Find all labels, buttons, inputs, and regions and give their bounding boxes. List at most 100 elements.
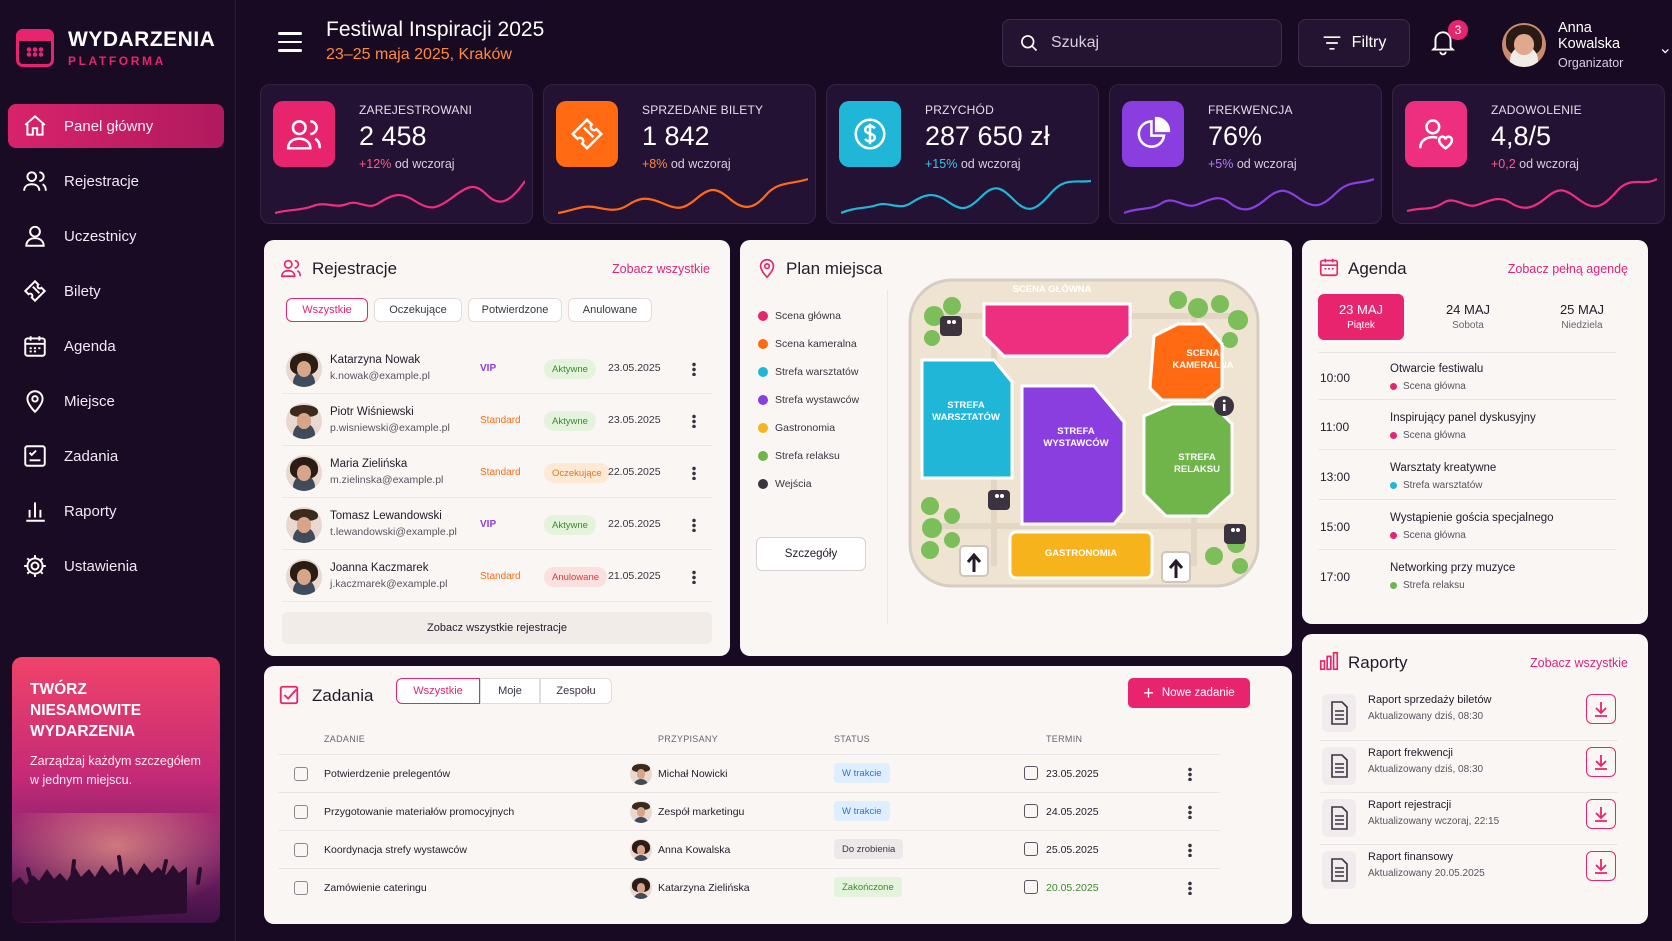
stat-card-attendance[interactable]: FREKWENCJA 76% +5% od wczoraj <box>1109 84 1382 224</box>
table-row[interactable]: Katarzyna Nowak k.nowak@example.pl VIP A… <box>282 344 712 394</box>
tab-pending[interactable]: Oczekujące <box>374 298 462 322</box>
nav-item-tickets[interactable]: Bilety <box>8 269 224 313</box>
filters-button[interactable]: Filtry <box>1298 19 1410 67</box>
download-icon[interactable] <box>1586 799 1616 829</box>
table-row[interactable]: Tomasz Lewandowski t.lewandowski@example… <box>282 500 712 550</box>
more-options-icon[interactable] <box>1188 843 1192 857</box>
avatar <box>630 839 652 861</box>
download-icon[interactable] <box>1586 747 1616 777</box>
agenda-time: 17:00 <box>1320 570 1351 584</box>
report-item[interactable]: Raport finansowy Aktualizowany 20.05.202… <box>1320 844 1618 894</box>
nav-item-agenda[interactable]: Agenda <box>8 324 224 368</box>
report-item[interactable]: Raport sprzedaży biletów Aktualizowany d… <box>1320 688 1618 738</box>
more-options-icon[interactable] <box>692 518 696 532</box>
bar-chart-icon <box>1319 651 1339 671</box>
promo-banner[interactable]: TWÓRZ NIESAMOWITE WYDARZENIA Zarządzaj k… <box>12 657 220 923</box>
agenda-item[interactable]: 17:00 Networking przy muzyce Strefa rela… <box>1318 552 1616 600</box>
agenda-place: Scena główna <box>1390 530 1466 541</box>
zone-exhibitors[interactable]: STREFA WYSTAWCÓW <box>1043 426 1109 449</box>
zone-chamber-stage[interactable]: SCENA KAMERALNA <box>1172 348 1234 371</box>
report-item[interactable]: Raport frekwencji Aktualizowany dziś, 08… <box>1320 740 1618 790</box>
stat-icon-box <box>1405 101 1467 167</box>
task-checkbox[interactable] <box>294 843 308 857</box>
report-item[interactable]: Raport rejestracji Aktualizowany wczoraj… <box>1320 792 1618 842</box>
tab-all[interactable]: Wszystkie <box>286 298 368 322</box>
agenda-time: 10:00 <box>1320 371 1351 385</box>
nav-item-panel[interactable]: Panel główny <box>8 104 224 148</box>
more-options-icon[interactable] <box>1188 881 1192 895</box>
nav-item-tasks[interactable]: Zadania <box>8 434 224 478</box>
more-options-icon[interactable] <box>692 414 696 428</box>
download-icon[interactable] <box>1586 694 1616 724</box>
hamburger-menu-icon[interactable] <box>278 32 302 52</box>
registrant-name: Maria Zielińska <box>330 458 408 470</box>
more-options-icon[interactable] <box>692 362 696 376</box>
day-tab-25[interactable]: 25 MAJ Niedziela <box>1559 302 1605 331</box>
status-badge: Oczekujące <box>544 463 610 483</box>
zone-workshops[interactable]: STREFA WARSZTATÓW <box>932 400 1000 423</box>
task-checkbox[interactable] <box>294 767 308 781</box>
main-nav: Panel główny Rejestracje Uczestnicy Bile… <box>8 104 224 599</box>
zone-relax[interactable]: STREFA RELAKSU <box>1174 452 1220 475</box>
agenda-card: Agenda Zobacz pełną agendę 23 MAJ Piątek … <box>1302 240 1648 624</box>
venue-map[interactable] <box>908 276 1266 608</box>
agenda-item[interactable]: 15:00 Wystąpienie gościa specjalnego Sce… <box>1318 502 1616 550</box>
nav-item-participants[interactable]: Uczestnicy <box>8 214 224 258</box>
stat-card-revenue[interactable]: PRZYCHÓD 287 650 zł +15% od wczoraj <box>826 84 1099 224</box>
stat-card-tickets[interactable]: SPRZEDANE BILETY 1 842 +8% od wczoraj <box>543 84 816 224</box>
report-updated: Aktualizowany 20.05.2025 <box>1368 868 1485 879</box>
user-menu[interactable]: Anna Kowalska Organizator <box>1502 20 1672 70</box>
table-row[interactable]: Potwierdzenie prelegentów Michał Nowicki… <box>278 754 1220 792</box>
search-input[interactable] <box>1051 34 1271 52</box>
table-row[interactable]: Zamówienie cateringu Katarzyna Zielińska… <box>278 868 1220 906</box>
zone-main-stage[interactable]: SCENA GŁÓWNA <box>1012 284 1092 295</box>
stat-value: 287 650 zł <box>925 121 1050 151</box>
reports-see-all-link[interactable]: Zobacz wszystkie <box>1530 656 1628 670</box>
task-checkbox[interactable] <box>294 805 308 819</box>
zone-gastronomy[interactable]: GASTRONOMIA <box>1044 548 1118 559</box>
agenda-item[interactable]: 13:00 Warsztaty kreatywne Strefa warszta… <box>1318 452 1616 500</box>
nav-item-settings[interactable]: Ustawienia <box>8 544 224 588</box>
more-options-icon[interactable] <box>692 570 696 584</box>
tab-my-tasks[interactable]: Moje <box>480 678 540 704</box>
search-box[interactable] <box>1002 19 1282 67</box>
day-tab-24[interactable]: 24 MAJ Sobota <box>1445 302 1491 331</box>
legend-item: Strefa relaksu <box>758 450 840 462</box>
full-agenda-link[interactable]: Zobacz pełną agendę <box>1507 262 1628 276</box>
stat-change: +15% <box>925 157 958 171</box>
task-name: Przygotowanie materiałów promocyjnych <box>324 806 515 818</box>
brand-logo[interactable]: WYDARZENIA PLATFORMA <box>16 28 215 68</box>
agenda-item[interactable]: 11:00 Inspirujący panel dyskusyjny Scena… <box>1318 402 1616 450</box>
table-row[interactable]: Joanna Kaczmarek j.kaczmarek@example.pl … <box>282 552 712 602</box>
tab-confirmed[interactable]: Potwierdzone <box>468 298 562 322</box>
more-options-icon[interactable] <box>1188 805 1192 819</box>
table-row[interactable]: Przygotowanie materiałów promocyjnych Ze… <box>278 792 1220 830</box>
stat-card-registered[interactable]: ZAREJESTROWANI 2 458 +12% od wczoraj <box>260 84 533 224</box>
filters-label: Filtry <box>1351 34 1387 51</box>
report-title: Raport finansowy <box>1368 851 1453 863</box>
task-checkbox[interactable] <box>294 881 308 895</box>
details-button[interactable]: Szczegóły <box>756 537 866 571</box>
more-options-icon[interactable] <box>692 466 696 480</box>
tab-cancelled[interactable]: Anulowane <box>568 298 652 322</box>
new-task-button[interactable]: + Nowe zadanie <box>1128 678 1250 708</box>
nav-item-registrations[interactable]: Rejestracje <box>8 159 224 203</box>
notifications-button[interactable]: 3 <box>1430 20 1468 60</box>
nav-item-reports[interactable]: Raporty <box>8 489 224 533</box>
sidebar: WYDARZENIA PLATFORMA Panel główny Rejest… <box>0 0 236 941</box>
task-assignee: Anna Kowalska <box>658 844 731 856</box>
more-options-icon[interactable] <box>1188 767 1192 781</box>
see-all-registrations-button[interactable]: Zobacz wszystkie rejestracje <box>282 612 712 644</box>
tab-team-tasks[interactable]: Zespołu <box>540 678 612 704</box>
registrations-see-all-link[interactable]: Zobacz wszystkie <box>612 262 710 276</box>
tab-all-tasks[interactable]: Wszystkie <box>396 678 480 704</box>
status-badge: Zakończone <box>834 877 902 897</box>
agenda-item[interactable]: 10:00 Otwarcie festiwalu Scena główna <box>1318 352 1616 400</box>
stat-card-satisfaction[interactable]: ZADOWOLENIE 4,8/5 +0,2 od wczoraj <box>1392 84 1665 224</box>
nav-item-venue[interactable]: Miejsce <box>8 379 224 423</box>
download-icon[interactable] <box>1586 851 1616 881</box>
table-row[interactable]: Koordynacja strefy wystawców Anna Kowals… <box>278 830 1220 868</box>
table-row[interactable]: Piotr Wiśniewski p.wisniewski@example.pl… <box>282 396 712 446</box>
table-row[interactable]: Maria Zielińska m.zielinska@example.pl S… <box>282 448 712 498</box>
day-tab-23[interactable]: 23 MAJ Piątek <box>1318 294 1404 340</box>
